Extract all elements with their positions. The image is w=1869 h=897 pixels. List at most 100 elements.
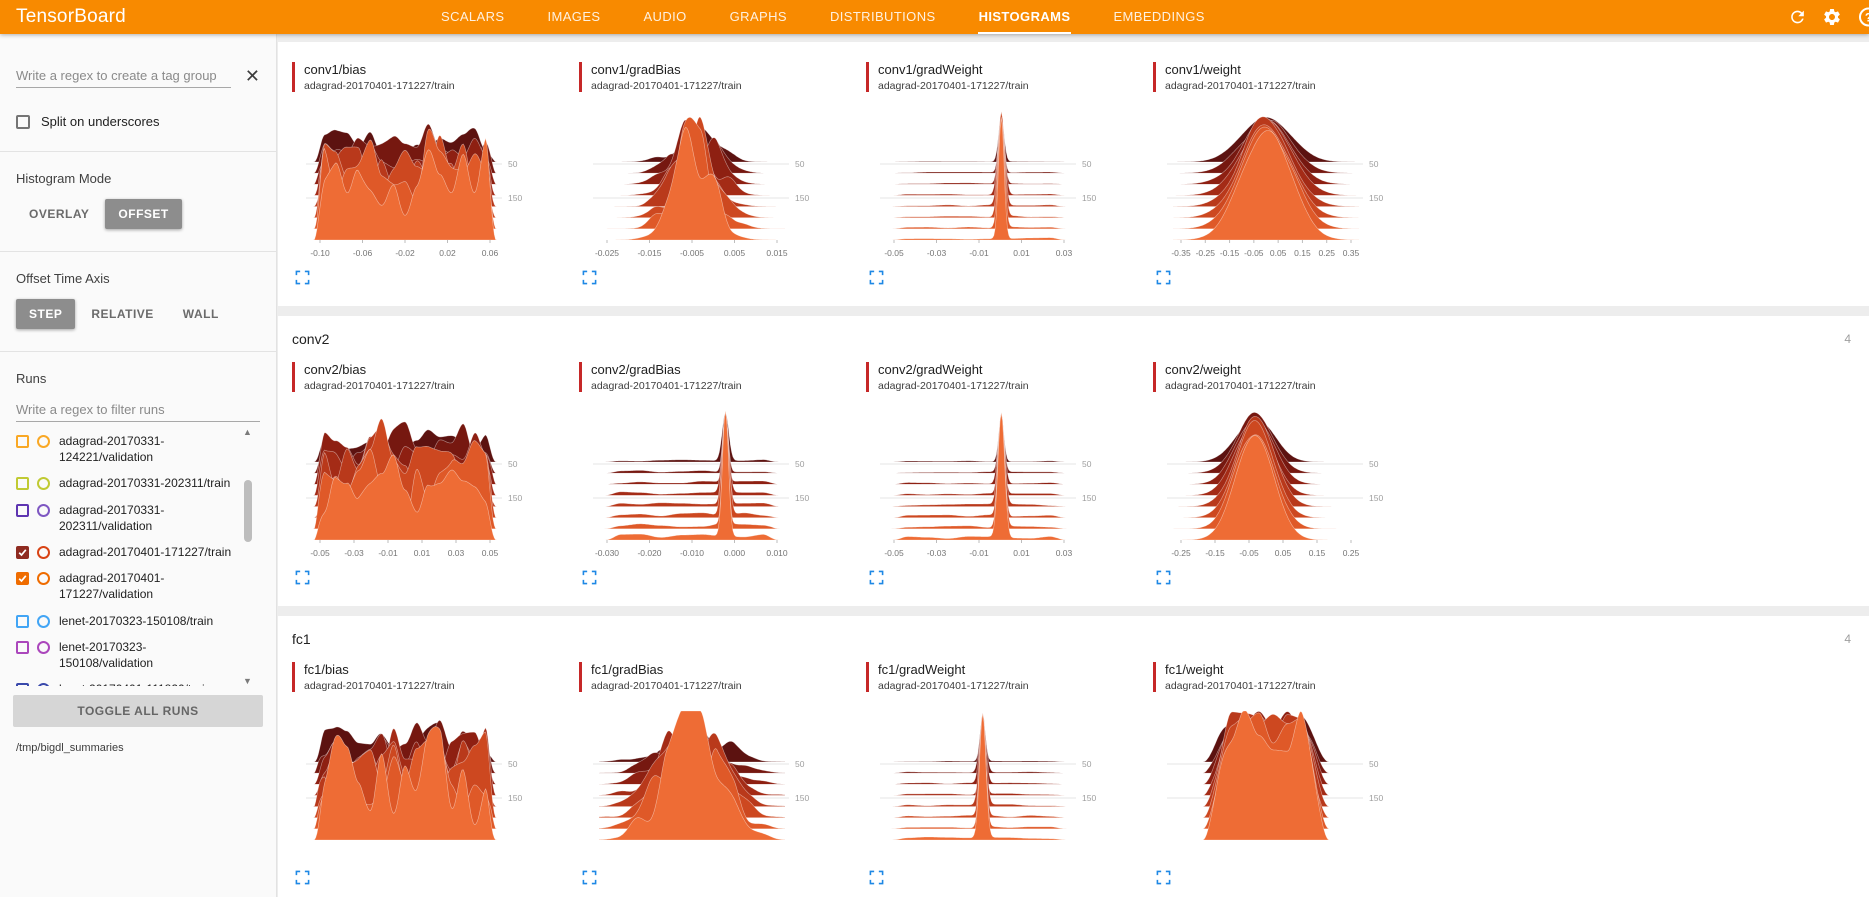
expand-icon[interactable] [869, 870, 884, 889]
run-checkbox[interactable] [16, 614, 29, 628]
runs-scrollbar[interactable]: ▲ ▼ [241, 428, 254, 686]
tab-images[interactable]: IMAGES [547, 8, 601, 24]
offset-time-axis-group: STEP RELATIVE WALL [16, 299, 260, 329]
histogram-chart[interactable]: 50 150 -0.25 -0.15 -0.05 0.05 0.15 0.25 [1153, 406, 1405, 570]
run-color-circle[interactable] [37, 572, 50, 586]
scroll-up-icon[interactable]: ▲ [243, 427, 252, 437]
svg-text:0.25: 0.25 [1343, 548, 1360, 558]
refresh-icon[interactable] [1788, 8, 1807, 27]
histogram-card: conv1/weight adagrad-20170401-171227/trai… [1153, 62, 1425, 290]
run-checkbox[interactable] [16, 683, 29, 686]
card-run-name: adagrad-20170401-171227/train [878, 80, 1029, 92]
expand-icon[interactable] [295, 270, 310, 289]
run-item[interactable]: adagrad-20170331-202311/train [16, 470, 232, 496]
histogram-chart[interactable]: 50 150 -0.05 -0.03 -0.01 0.01 0.03 0.05 [292, 406, 544, 570]
run-color-circle[interactable] [37, 683, 50, 686]
settings-icon[interactable] [1822, 7, 1842, 27]
run-color-circle[interactable] [37, 503, 50, 517]
category-card-count: 4 [1844, 332, 1851, 346]
tab-graphs[interactable]: GRAPHS [729, 8, 787, 24]
tag-filter-input[interactable] [16, 64, 231, 88]
toggle-relative-button[interactable]: RELATIVE [91, 307, 154, 321]
histogram-card: fc1/bias adagrad-20170401-171227/train 50 1… [292, 662, 564, 890]
category-header[interactable]: fc1 4 [292, 616, 1855, 662]
category-header[interactable]: conv2 4 [292, 316, 1855, 362]
run-checkbox[interactable] [16, 477, 29, 491]
scroll-track[interactable] [243, 440, 253, 674]
run-color-circle[interactable] [37, 477, 50, 491]
tab-embeddings[interactable]: EMBEDDINGS [1113, 8, 1205, 24]
toggle-all-runs-button[interactable]: TOGGLE ALL RUNS [13, 695, 263, 727]
toggle-wall-button[interactable]: WALL [182, 307, 219, 321]
expand-icon[interactable] [295, 870, 310, 889]
run-item[interactable]: adagrad-20170401-171227/validation [16, 565, 232, 607]
expand-icon[interactable] [1156, 570, 1171, 589]
svg-text:0.15: 0.15 [1309, 548, 1326, 558]
expand-icon[interactable] [582, 570, 597, 589]
scroll-thumb[interactable] [243, 479, 252, 542]
run-checkbox[interactable] [16, 435, 29, 448]
histogram-chart[interactable]: 50 150 -0.05 -0.03 -0.01 0.01 0.03 [866, 106, 1118, 270]
svg-text:-0.01: -0.01 [969, 248, 989, 258]
run-color-circle[interactable] [37, 545, 50, 559]
close-icon[interactable]: ✕ [244, 66, 260, 86]
run-checkbox[interactable] [16, 545, 29, 559]
toggle-step-button[interactable]: STEP [16, 299, 76, 329]
run-item[interactable]: adagrad-20170401-171227/train [16, 539, 232, 565]
histogram-chart[interactable]: 50 150 [579, 706, 831, 870]
histogram-chart[interactable]: 50 150 -0.35 -0.25 -0.15 -0.05 0.05 0.15 0.25 0.3… [1153, 106, 1405, 270]
run-checkbox[interactable] [16, 572, 29, 586]
expand-icon[interactable] [1156, 870, 1171, 889]
runs-filter-input[interactable] [16, 398, 260, 422]
expand-icon[interactable] [1156, 270, 1171, 289]
expand-icon[interactable] [869, 570, 884, 589]
svg-text:0.06: 0.06 [482, 248, 499, 258]
run-item[interactable]: lenet-20170323-150108/validation [16, 634, 232, 676]
split-underscores-checkbox[interactable]: Split on underscores [16, 114, 260, 129]
histogram-chart[interactable]: 50 150 -0.10 -0.06 -0.02 0.02 0.06 [292, 106, 544, 270]
svg-text:0.01: 0.01 [1013, 548, 1030, 558]
toggle-overlay-button[interactable]: OVERLAY [29, 207, 90, 221]
run-item[interactable]: lenet-20170323-150108/train [16, 608, 232, 634]
histogram-chart[interactable]: 50 150 -0.025 -0.015 -0.005 0.005 0.015 [579, 106, 831, 270]
expand-icon[interactable] [582, 870, 597, 889]
run-item[interactable]: adagrad-20170331-124221/validation [16, 428, 232, 470]
svg-text:-0.030: -0.030 [595, 548, 619, 558]
scroll-down-icon[interactable]: ▼ [243, 676, 252, 686]
histogram-chart[interactable]: 50 150 -0.030 -0.020 -0.010 0.000 0.010 [579, 406, 831, 570]
svg-text:0.01: 0.01 [1013, 248, 1030, 258]
run-checkbox[interactable] [16, 503, 29, 517]
card-title: fc1/bias [304, 662, 349, 677]
card-title: fc1/weight [1165, 662, 1224, 677]
run-item[interactable]: lenet-20170401-111820/train [16, 676, 232, 686]
card-run-name: adagrad-20170401-171227/train [1165, 80, 1316, 92]
card-run-name: adagrad-20170401-171227/train [878, 380, 1029, 392]
run-color-circle[interactable] [37, 435, 50, 448]
toggle-offset-button[interactable]: OFFSET [105, 199, 182, 229]
tab-histograms[interactable]: HISTOGRAMS [977, 0, 1072, 34]
tab-scalars[interactable]: SCALARS [441, 8, 505, 24]
main-content: conv1/bias adagrad-20170401-171227/train 5… [278, 34, 1869, 897]
svg-text:150: 150 [795, 493, 809, 503]
histogram-mode-group: OVERLAY OFFSET [16, 199, 260, 229]
expand-icon[interactable] [869, 270, 884, 289]
histogram-chart[interactable]: 50 150 -0.05 -0.03 -0.01 0.01 0.03 [866, 406, 1118, 570]
run-checkbox[interactable] [16, 640, 29, 654]
run-color-circle[interactable] [37, 614, 50, 628]
runs-list: adagrad-20170331-124221/validation adagra… [16, 428, 260, 686]
svg-text:0.15: 0.15 [1294, 248, 1311, 258]
histogram-chart[interactable]: 50 150 [292, 706, 544, 870]
run-color-circle[interactable] [37, 640, 50, 654]
histogram-chart[interactable]: 50 150 [1153, 706, 1405, 870]
card-run-name: adagrad-20170401-171227/train [304, 80, 455, 92]
expand-icon[interactable] [582, 270, 597, 289]
run-item[interactable]: adagrad-20170331-202311/validation [16, 497, 232, 539]
help-icon[interactable]: ? [1859, 7, 1869, 27]
expand-icon[interactable] [295, 570, 310, 589]
tab-distributions[interactable]: DISTRIBUTIONS [829, 8, 936, 24]
histogram-chart[interactable]: 50 150 [866, 706, 1118, 870]
card-title-block: conv1/gradWeight adagrad-20170401-171227/… [866, 62, 1138, 92]
tab-audio[interactable]: AUDIO [643, 8, 687, 24]
svg-text:-0.05: -0.05 [310, 548, 330, 558]
svg-text:0.05: 0.05 [482, 548, 499, 558]
